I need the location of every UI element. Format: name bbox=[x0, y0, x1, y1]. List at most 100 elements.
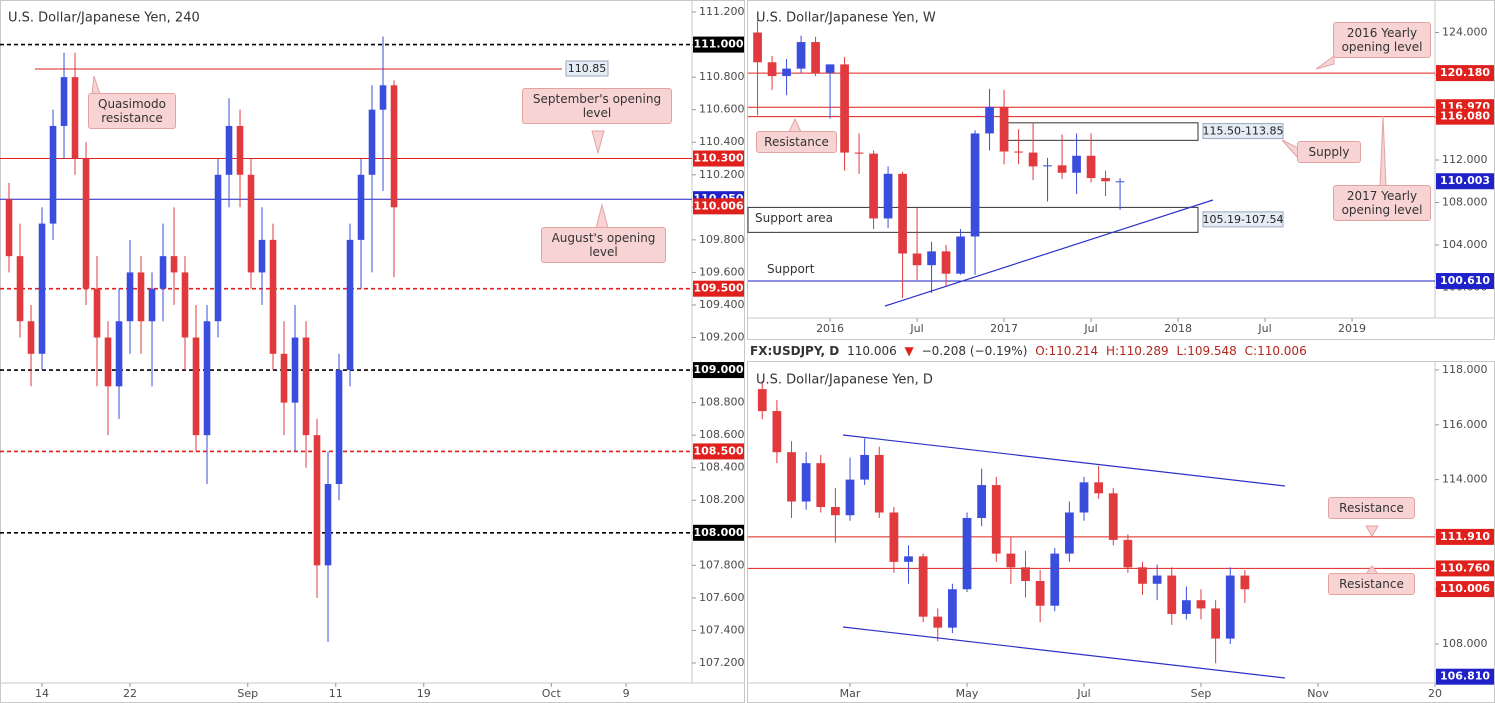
x-tick-label: Jul bbox=[1257, 322, 1271, 335]
candle-body bbox=[203, 321, 211, 436]
x-tick-label: Sep bbox=[1191, 687, 1212, 700]
callout-tail bbox=[1365, 525, 1379, 537]
y-tick-label: 108.000 bbox=[1442, 637, 1488, 650]
y-tick-label: 114.000 bbox=[1442, 473, 1488, 486]
channel-line bbox=[842, 626, 1286, 679]
y-tick-label: 107.200 bbox=[699, 656, 745, 669]
candle-body bbox=[236, 125, 244, 175]
drawings bbox=[842, 199, 1286, 679]
price-tag-text: 110.006 bbox=[1440, 582, 1490, 595]
price-tag bbox=[1436, 668, 1494, 685]
candle-body bbox=[933, 616, 943, 628]
x-tick-label: 11 bbox=[329, 687, 343, 700]
candle-body bbox=[1006, 553, 1016, 568]
high: H:110.289 bbox=[1105, 344, 1169, 358]
candle-body bbox=[368, 109, 376, 175]
candle-body bbox=[825, 64, 835, 73]
candle-body bbox=[772, 411, 782, 453]
candle-body bbox=[1079, 482, 1089, 513]
candle-body bbox=[269, 239, 277, 354]
y-tick-label: 107.600 bbox=[699, 591, 745, 604]
price-tag bbox=[1436, 65, 1494, 82]
candle-body bbox=[335, 370, 343, 484]
candle-layer bbox=[5, 19, 1250, 664]
chart-title: U.S. Dollar/Japanese Yen, D bbox=[756, 373, 933, 388]
zone-tag bbox=[1202, 211, 1284, 228]
candle-body bbox=[1035, 581, 1045, 606]
candle-body bbox=[782, 68, 791, 77]
candle-body bbox=[302, 337, 310, 436]
callout-tail bbox=[1281, 139, 1299, 160]
candle-body bbox=[991, 485, 1001, 554]
x-tick-label: 2017 bbox=[990, 322, 1018, 335]
y-tick-label: 109.600 bbox=[699, 265, 745, 278]
y-tick-label: 110.600 bbox=[699, 103, 745, 116]
direction: ▼ bbox=[904, 344, 914, 358]
candle-body bbox=[757, 389, 767, 412]
y-tick-label: 108.600 bbox=[699, 428, 745, 441]
candle-body bbox=[1240, 575, 1250, 590]
close: C:110.006 bbox=[1244, 344, 1307, 358]
price-tag bbox=[693, 280, 744, 297]
channel-line bbox=[842, 434, 1286, 487]
y-tick-label: 108.400 bbox=[699, 461, 745, 474]
callout-tail bbox=[1379, 115, 1387, 187]
candle-body bbox=[1057, 165, 1067, 173]
y-tick-label: 107.400 bbox=[699, 623, 745, 636]
candle-body bbox=[1167, 575, 1177, 614]
x-tick-label: 2018 bbox=[1164, 322, 1192, 335]
candle-body bbox=[60, 77, 68, 126]
annotation: August's opening level bbox=[541, 227, 666, 263]
y-tick-label: 107.800 bbox=[699, 558, 745, 571]
candle-body bbox=[390, 85, 398, 208]
candle-body bbox=[999, 106, 1009, 152]
y-tick-label: 116.000 bbox=[1442, 418, 1488, 431]
y-tick-label: 110.400 bbox=[699, 135, 745, 148]
candle-body bbox=[258, 239, 266, 273]
price-tag-text: 111.000 bbox=[693, 38, 743, 51]
x-tick-label: Mar bbox=[840, 687, 861, 700]
candle-body bbox=[280, 353, 288, 403]
price-tag-text: 109.000 bbox=[693, 363, 743, 376]
price-tag-text: 110.760 bbox=[1440, 561, 1490, 574]
symbol-header: FX:USDJPY, D 110.006 ▼ −0.208 (−0.19%) O… bbox=[750, 342, 1311, 360]
y-tick-label: 110.200 bbox=[699, 168, 745, 181]
price-tag-text: 116.080 bbox=[1440, 110, 1490, 123]
candle-body bbox=[845, 479, 855, 516]
annotation: Resistance bbox=[1328, 573, 1415, 595]
candle-body bbox=[831, 507, 840, 516]
price-tag bbox=[693, 443, 744, 460]
y-tick-label: 112.000 bbox=[1442, 153, 1488, 166]
candle-body bbox=[912, 253, 922, 266]
candle-body bbox=[941, 251, 951, 274]
candle-body bbox=[1021, 567, 1030, 582]
change: −0.208 (−0.19%) bbox=[921, 344, 1028, 358]
candle-body bbox=[1028, 152, 1038, 167]
candle-body bbox=[1115, 181, 1125, 183]
candle-body bbox=[918, 556, 928, 617]
candle-body bbox=[313, 435, 321, 566]
price-tag bbox=[1436, 560, 1494, 577]
candle-body bbox=[904, 556, 913, 562]
last-price: 110.006 bbox=[847, 344, 897, 358]
candle-body bbox=[854, 152, 864, 154]
y-tick-label: 108.000 bbox=[1442, 196, 1488, 209]
price-tag-text: 109.500 bbox=[693, 282, 743, 295]
candle-body bbox=[137, 272, 145, 322]
candle-body bbox=[874, 454, 884, 513]
price-tag-text: 108.000 bbox=[693, 526, 743, 539]
x-tick-label: Jul bbox=[1083, 322, 1097, 335]
level-tag bbox=[565, 60, 609, 77]
x-tick-label: 2016 bbox=[816, 322, 844, 335]
callout-tail bbox=[91, 75, 101, 95]
x-tick-label: 20 bbox=[1428, 687, 1442, 700]
price-tag bbox=[1436, 108, 1494, 125]
candle-body bbox=[796, 42, 806, 69]
candle-body bbox=[1050, 553, 1060, 606]
candle-body bbox=[977, 485, 987, 518]
annotation: Support bbox=[767, 262, 815, 276]
annotation: Quasimodo resistance bbox=[88, 93, 176, 129]
price-tag-text: 110.300 bbox=[693, 152, 743, 165]
open: O:110.214 bbox=[1035, 344, 1099, 358]
candle-body bbox=[869, 153, 878, 219]
